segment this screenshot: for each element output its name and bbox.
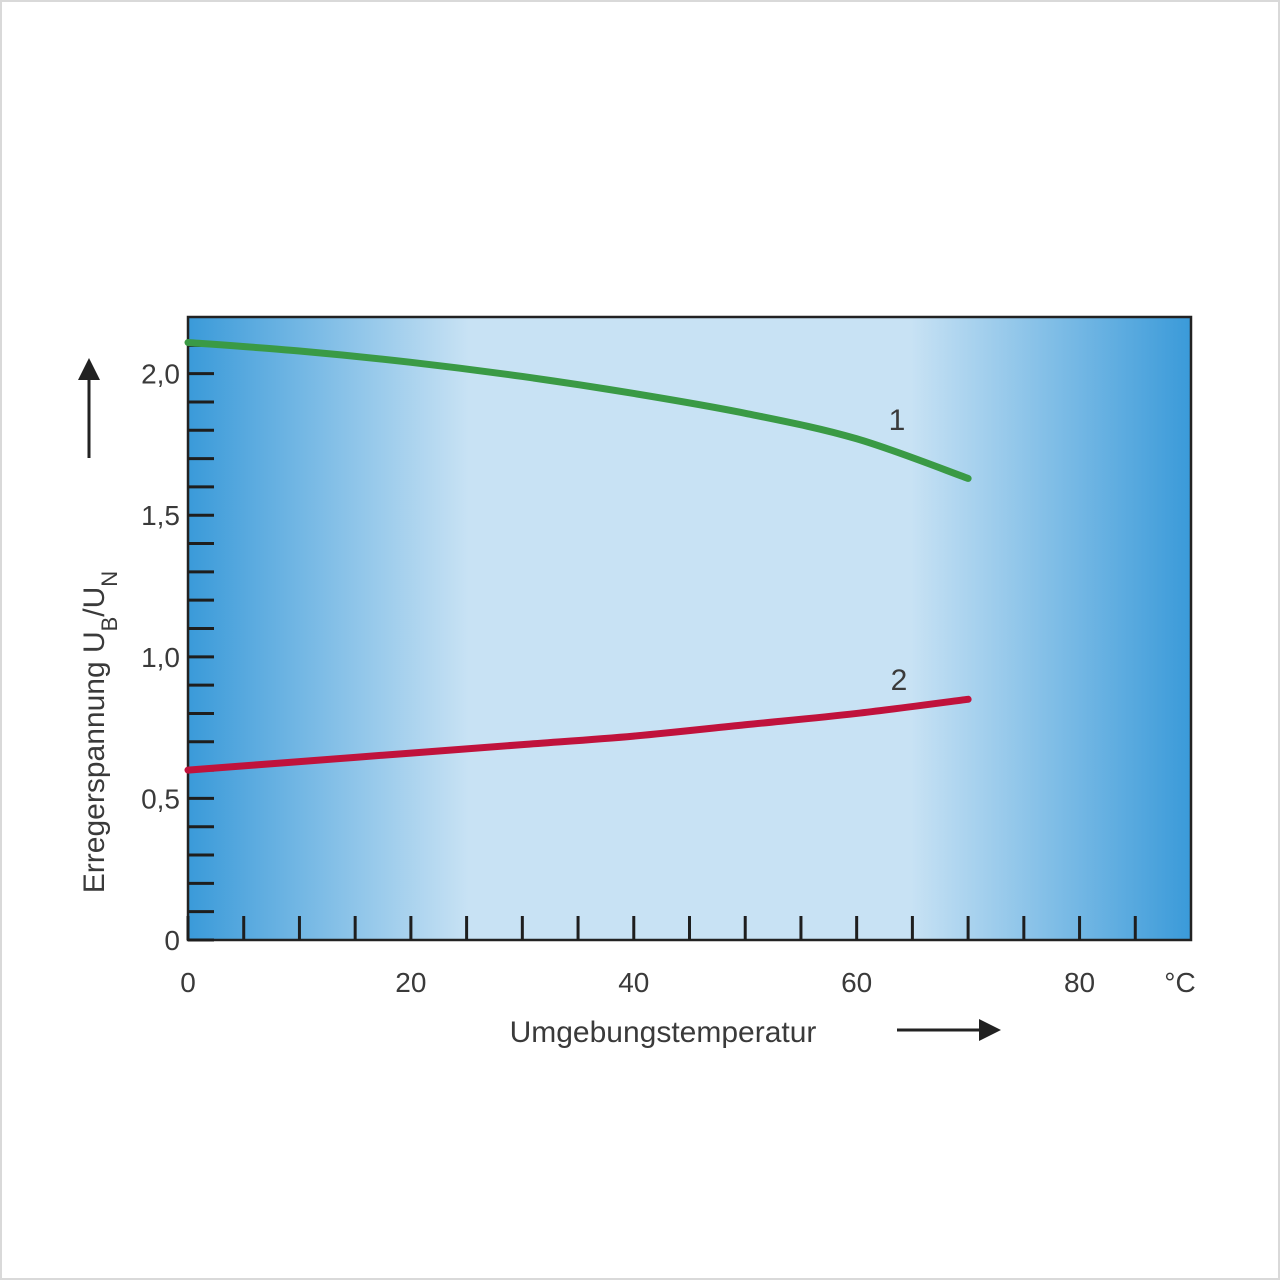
y-axis-title-main: Erregerspannung U [78,631,111,893]
y-axis-arrow-icon [78,358,100,458]
x-tick-label: 40 [618,967,649,998]
y-axis-title: Erregerspannung UB/UN [78,571,122,893]
x-tick-label: 20 [395,967,426,998]
x-tick-label: 80 [1064,967,1095,998]
y-tick-label: 0,5 [141,783,180,814]
curve-label-2: 2 [891,664,908,697]
x-unit-label: °C [1164,967,1195,998]
series-line-1 [184,338,972,482]
y-axis-title-sub-b: B [97,617,122,632]
tick-labels: 0 0,5 1,0 1,5 2,0 0 20 40 60 80 [141,359,1095,998]
x-tick-label: 0 [180,967,196,998]
plot-area [186,315,1193,942]
axis-ticks [186,343,1137,942]
y-tick-label: 1,5 [141,500,180,531]
curve-label-1: 1 [889,404,906,437]
x-tick-label: 60 [841,967,872,998]
y-axis-title-mid: /U [78,587,111,617]
curves [184,338,972,774]
y-tick-label: 1,0 [141,642,180,673]
y-tick-label: 0 [164,925,180,956]
series-line-2 [184,695,972,774]
y-axis-title-sub-n: N [97,571,122,587]
x-axis-title: Umgebungstemperatur [510,1016,817,1049]
x-axis-arrow-icon [897,1019,1001,1041]
y-tick-label: 2,0 [141,359,180,390]
